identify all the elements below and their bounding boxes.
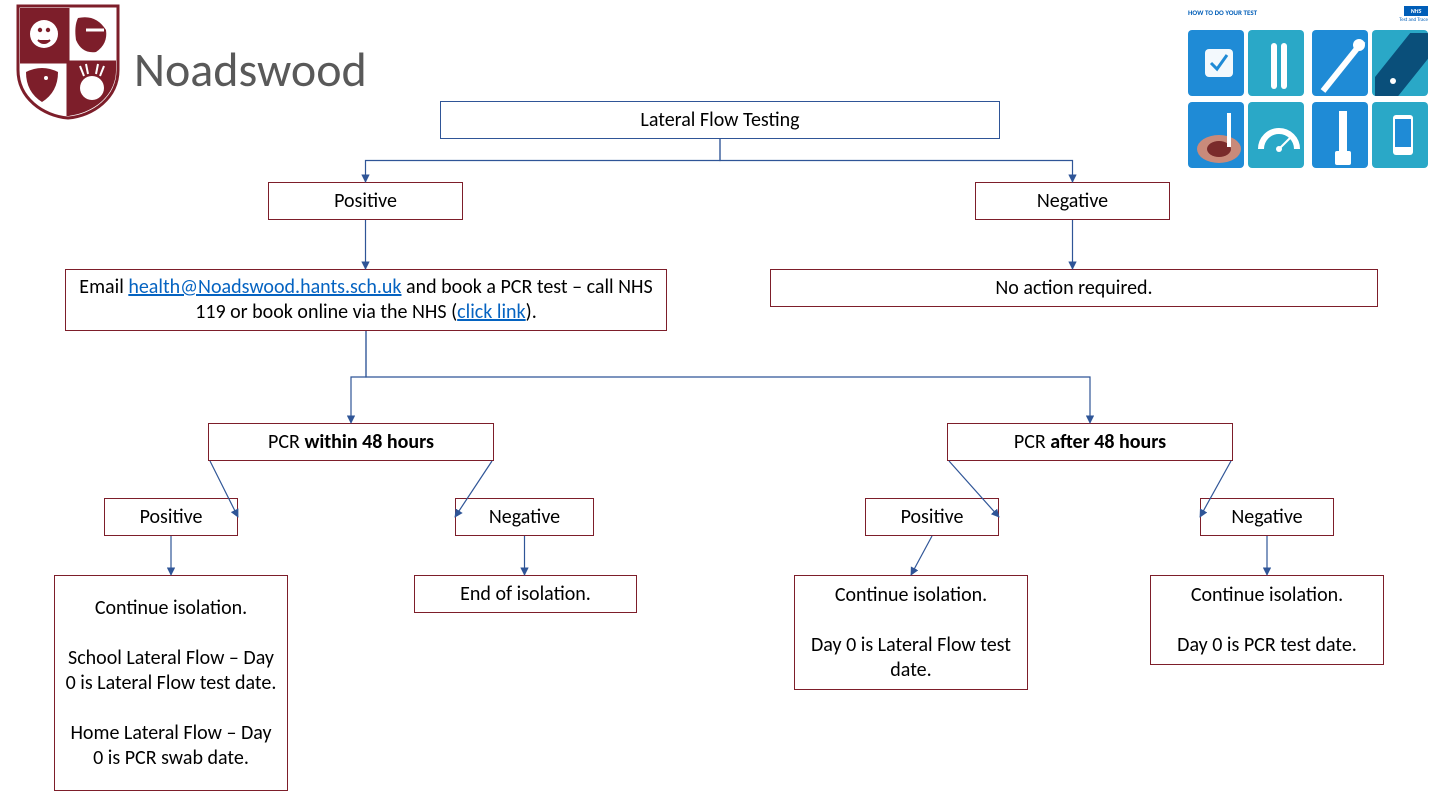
flow-box-text: Continue isolation. School Lateral Flow … [65, 596, 277, 771]
flow-box-text: Email health@Noadswood.hants.sch.uk and … [76, 275, 656, 325]
flow-box-negative1: Negative [975, 182, 1170, 220]
nhs-subbrand: Test and Trace [1399, 17, 1428, 23]
flow-box-text: PCR after 48 hours [1014, 430, 1166, 455]
flow-box-pos_after: Positive [865, 498, 999, 536]
flow-box-out_neg_within: End of isolation. [414, 575, 637, 613]
health-email-link[interactable]: health@Noadswood.hants.sch.uk [128, 275, 401, 299]
flow-box-text: Negative [1231, 505, 1302, 530]
nhs-tile [1372, 30, 1428, 96]
flow-box-out_pos_after: Continue isolation. Day 0 is Lateral Flo… [794, 575, 1028, 690]
nhs-brand-badge: NHS [1404, 6, 1428, 16]
nhs-tile [1188, 30, 1244, 96]
flow-box-neg_after: Negative [1200, 498, 1334, 536]
flow-box-pcr_within: PCR within 48 hours [208, 423, 494, 461]
flow-box-no_action: No action required. [770, 269, 1378, 307]
flow-box-text: Negative [1037, 189, 1108, 214]
flow-box-pcr_after: PCR after 48 hours [947, 423, 1233, 461]
flow-box-text: PCR within 48 hours [268, 430, 434, 455]
nhs-tile [1248, 102, 1304, 168]
flow-box-positive1: Positive [268, 182, 463, 220]
flow-box-text: Positive [901, 505, 964, 530]
nhs-tile [1248, 30, 1304, 96]
flow-box-bold: after 48 hours [1050, 430, 1166, 454]
nhs-image-title: HOW TO DO YOUR TEST [1188, 8, 1257, 17]
flow-box-neg_within: Negative [455, 498, 594, 536]
flow-box-text: End of isolation. [460, 582, 591, 607]
nhs-tile [1372, 102, 1428, 168]
flow-box-text: Positive [140, 505, 203, 530]
nhs-tile [1188, 102, 1244, 168]
nhs-booking-link[interactable]: click link [457, 300, 526, 324]
flow-box-text: Continue isolation. Day 0 is Lateral Flo… [805, 583, 1017, 683]
flow-box-text: Continue isolation. Day 0 is PCR test da… [1177, 583, 1357, 658]
nhs-test-instructions-image: HOW TO DO YOUR TEST NHS Test and Trace [1184, 6, 1432, 171]
flow-box-bold: within 48 hours [304, 430, 434, 454]
flow-box-text: No action required. [995, 276, 1152, 301]
nhs-tile [1312, 102, 1368, 168]
flow-box-out_pos_within: Continue isolation. School Lateral Flow … [54, 575, 288, 791]
flow-box-text: Lateral Flow Testing [640, 108, 799, 133]
flow-box-email_box: Email health@Noadswood.hants.sch.uk and … [65, 269, 667, 331]
school-logo [8, 0, 128, 120]
flow-box-root: Lateral Flow Testing [440, 101, 1000, 139]
nhs-tile [1312, 30, 1368, 96]
flow-box-out_neg_after: Continue isolation. Day 0 is PCR test da… [1150, 575, 1384, 665]
school-name: Noadswood [134, 40, 367, 99]
flow-box-text: Negative [489, 505, 560, 530]
flow-box-text: Positive [334, 189, 397, 214]
flow-box-pos_within: Positive [104, 498, 238, 536]
